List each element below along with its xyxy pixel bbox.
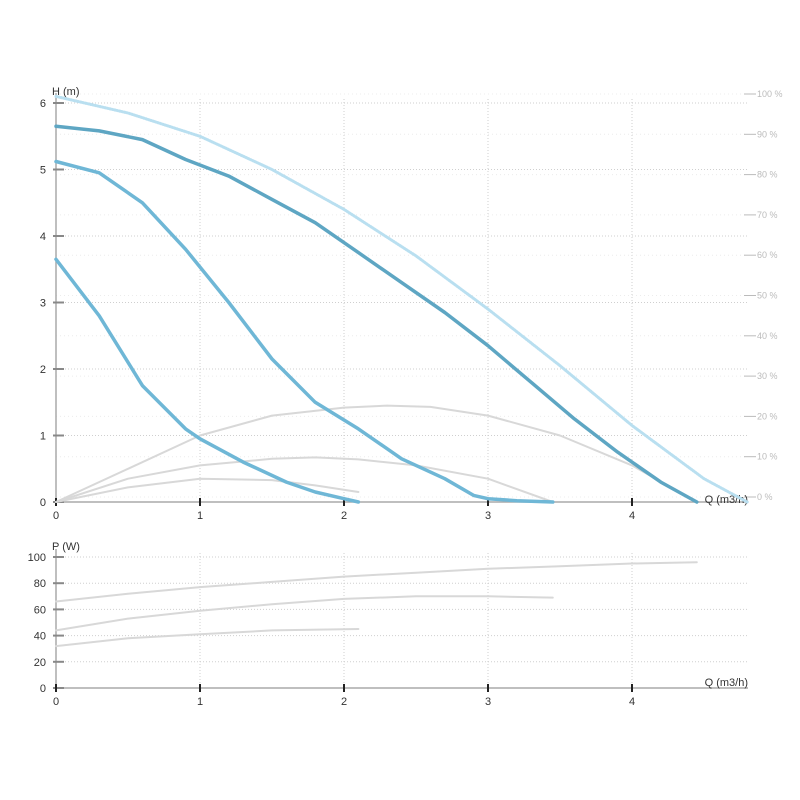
pct-tick-label: 40 % — [757, 331, 778, 341]
h-y-tick-label: 1 — [40, 431, 46, 443]
h-y-axis-title: H (m) — [52, 86, 80, 98]
h-y-tick-label: 4 — [40, 231, 46, 243]
p-y-tick-label: 60 — [34, 604, 46, 616]
h-curve-pump-1 — [54, 159, 555, 504]
pct-tick-label: 70 % — [757, 210, 778, 220]
p-y-tick-label: 80 — [34, 578, 46, 590]
pct-tick-label: 100 % — [757, 89, 783, 99]
pct-tick-label: 10 % — [757, 452, 778, 462]
p-x-tick-label: 2 — [341, 696, 347, 708]
p-x-tick-label: 4 — [629, 696, 635, 708]
h-x-tick-label: 3 — [485, 510, 491, 522]
p-y-tick-label: 0 — [40, 683, 46, 695]
p-y-axis-title: P (W) — [52, 541, 80, 553]
h-curve-pump-0 — [54, 257, 361, 504]
p-y-tick-label: 100 — [28, 552, 46, 564]
h-x-tick-label: 2 — [341, 510, 347, 522]
h-curve-pump_max-2 — [54, 124, 699, 504]
pct-tick-label: 20 % — [757, 411, 778, 421]
h-y-tick-label: 3 — [40, 298, 46, 310]
p-curve-0 — [55, 628, 360, 648]
pct-tick-label: 0 % — [757, 492, 773, 502]
p-x-tick-label: 1 — [197, 696, 203, 708]
pct-tick-label: 90 % — [757, 129, 778, 139]
h-curve-envelope-3 — [54, 94, 749, 504]
p-curve-1 — [55, 595, 554, 632]
pct-tick-label: 60 % — [757, 250, 778, 260]
h-curve-efficiency-6 — [55, 404, 698, 503]
p-y-tick-label: 20 — [34, 657, 46, 669]
h-y-tick-label: 0 — [40, 497, 46, 509]
pct-tick-label: 50 % — [757, 291, 778, 301]
p-x-tick-label: 0 — [53, 696, 59, 708]
h-y-tick-label: 2 — [40, 364, 46, 376]
pct-tick-label: 80 % — [757, 170, 778, 180]
p-x-tick-label: 3 — [485, 696, 491, 708]
h-y-tick-label: 6 — [40, 98, 46, 110]
p-x-axis-title: Q (m3/h) — [705, 677, 748, 689]
p-y-tick-label: 40 — [34, 631, 46, 643]
h-curve-efficiency-5 — [55, 456, 554, 503]
h-x-tick-label: 0 — [53, 510, 59, 522]
h-x-tick-label: 1 — [197, 510, 203, 522]
h-y-tick-label: 5 — [40, 165, 46, 177]
h-curve-efficiency-4 — [55, 477, 360, 503]
h-x-tick-label: 4 — [629, 510, 635, 522]
pct-tick-label: 30 % — [757, 371, 778, 381]
p-curve-2 — [55, 561, 698, 603]
